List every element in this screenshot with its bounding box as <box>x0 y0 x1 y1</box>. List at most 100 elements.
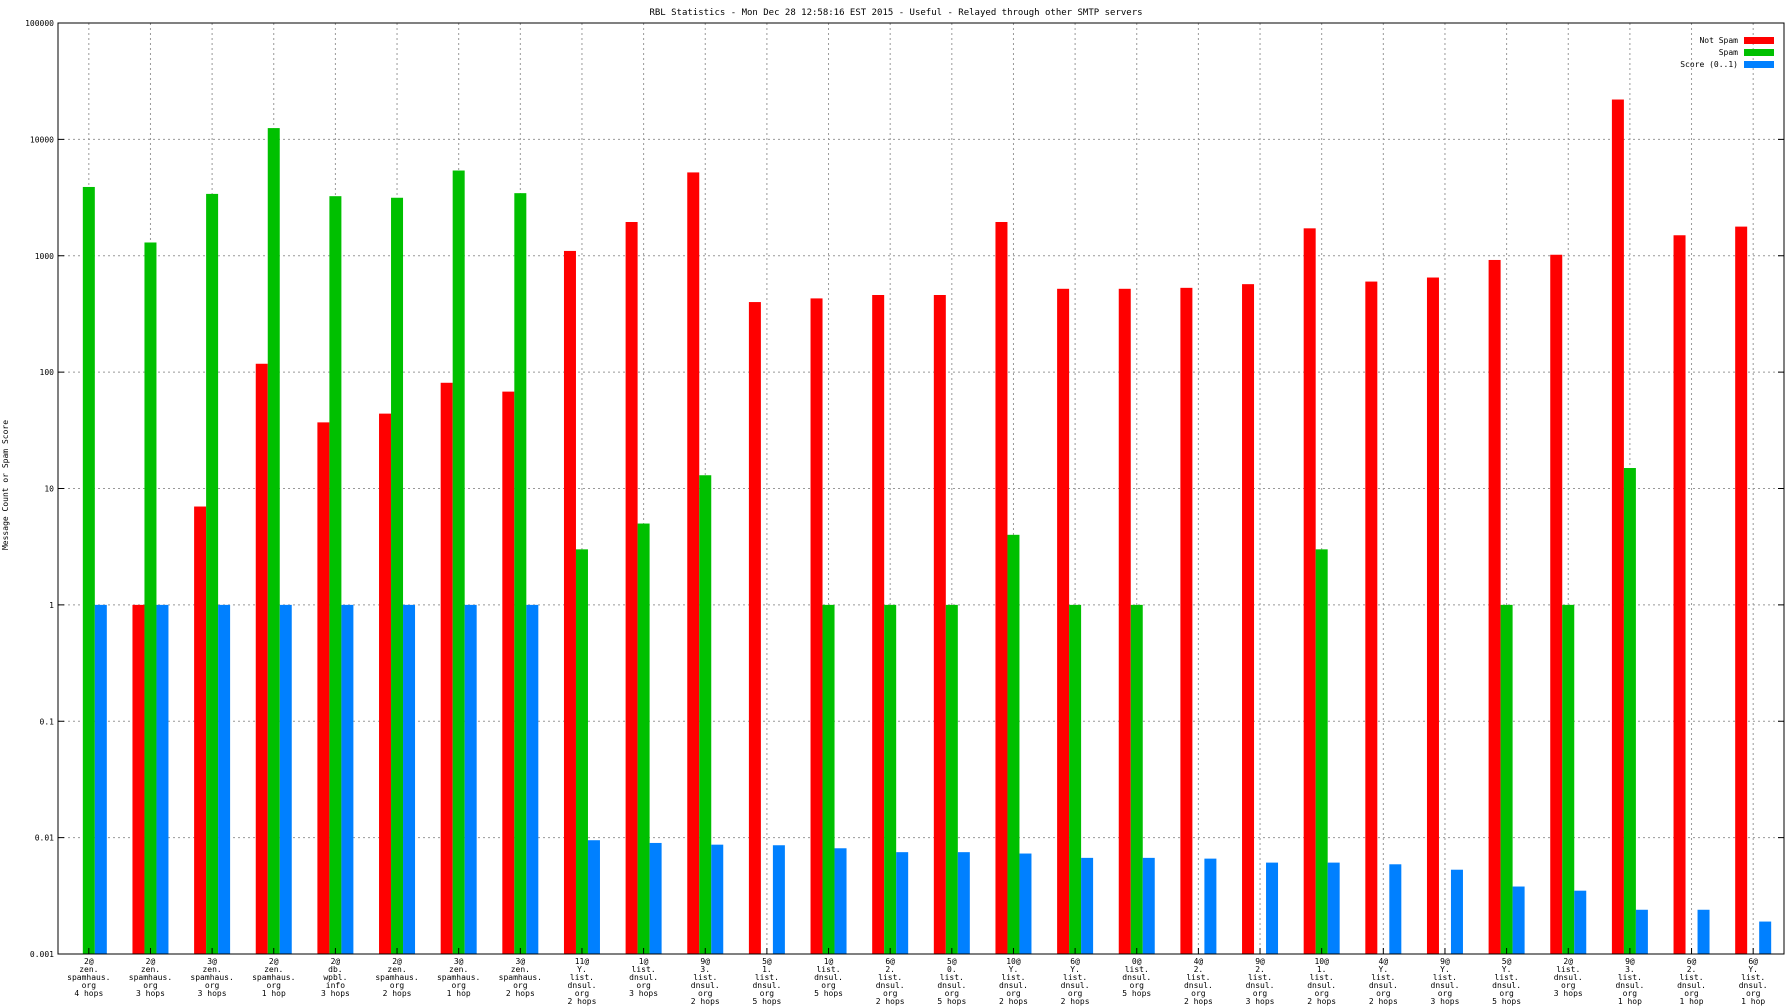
x-category-line: org <box>760 989 775 998</box>
x-axis-categories: 2@ zen. spamhaus. org 4 hops 2@ zen. spamhaus. o… <box>67 957 1767 1006</box>
x-category-label: 6@ Y. list. dnsul. org 2 hops <box>1061 957 1090 1006</box>
x-category-line: 11@ <box>575 957 590 966</box>
bar-spam <box>82 186 95 955</box>
x-category-line: org <box>883 989 898 998</box>
bar-score-0-1 <box>896 852 909 954</box>
x-category-label: 4@ Y. list. dnsul. org 2 hops <box>1369 957 1398 1006</box>
legend-swatch <box>1744 37 1774 44</box>
x-category-line: dnsul. <box>691 981 720 990</box>
x-category-line: 1 hop <box>1741 997 1765 1006</box>
x-category-line: list. <box>755 973 779 982</box>
x-category-line: org <box>267 981 282 990</box>
x-category-line: spamhaus. <box>129 973 172 982</box>
bar-spam <box>267 128 280 954</box>
x-category-label: 2@ zen. spamhaus. org 4 hops <box>67 957 110 998</box>
x-category-line: 2. <box>1255 965 1265 974</box>
x-category-line: org <box>205 981 220 990</box>
x-category-label: 3@ zen. spamhaus. org 2 hops <box>499 957 542 998</box>
x-category-label: 9@ 3. list. dnsul. org 1 hop <box>1615 957 1644 1006</box>
x-category-line: list. <box>1310 973 1334 982</box>
x-category-line: dnsul. <box>752 981 781 990</box>
grid-lines <box>58 22 1784 955</box>
x-category-line: 2. <box>885 965 895 974</box>
x-category-line: 1 hop <box>1618 997 1642 1006</box>
x-category-line: zen. <box>79 965 98 974</box>
x-category-label: 2@ db. wpbl. info 3 hops <box>321 957 350 998</box>
bar-score-0-1 <box>279 604 292 954</box>
bar-not-spam <box>563 250 576 954</box>
x-category-line: 4@ <box>1194 957 1204 966</box>
bar-score-0-1 <box>1697 909 1710 954</box>
bar-not-spam <box>1611 99 1624 954</box>
x-category-line: dnsul. <box>876 981 905 990</box>
x-category-line: list. <box>632 965 656 974</box>
bar-spam <box>452 170 465 954</box>
bar-score-0-1 <box>1450 869 1463 954</box>
bar-not-spam <box>255 363 268 954</box>
bar-not-spam <box>317 422 330 955</box>
x-category-label: 4@ 2. list. dnsul. org 2 hops <box>1184 957 1213 1006</box>
x-category-line: Y. <box>1009 965 1019 974</box>
x-category-line: zen. <box>511 965 530 974</box>
x-category-line: Y. <box>1070 965 1080 974</box>
bar-not-spam <box>1550 254 1563 955</box>
x-category-line: dnsul. <box>1615 981 1644 990</box>
bar-score-0-1 <box>341 604 354 954</box>
bar-spam <box>945 604 958 954</box>
x-category-line: Y. <box>1379 965 1389 974</box>
x-category-line: zen. <box>449 965 468 974</box>
y-axis-ticks: 0.001 0.01 0.1 1 10 100 1000 10000 100000 <box>25 19 1784 959</box>
x-category-line: info <box>326 981 345 990</box>
x-category-label: 9@ 2. list. dnsul. org 3 hops <box>1246 957 1275 1006</box>
x-category-label: 1@ list. dnsul. org 3 hops <box>629 957 658 998</box>
y-axis-label: Message Count or Spam Score <box>1 420 10 550</box>
x-category-label: 6@ 2. list. dnsul. org 2 hops <box>876 957 905 1006</box>
x-category-line: spamhaus. <box>190 973 233 982</box>
x-category-line: 2 hops <box>506 989 535 998</box>
x-category-line: dnsul. <box>1554 973 1583 982</box>
x-category-line: 6@ <box>1687 957 1697 966</box>
x-category-line: wpbl. <box>323 973 347 982</box>
x-category-line: list. <box>1495 973 1519 982</box>
bar-spam <box>575 549 588 954</box>
x-category-line: zen. <box>202 965 221 974</box>
x-category-line: org <box>575 989 590 998</box>
x-category-line: org <box>1499 989 1514 998</box>
bar-score-0-1 <box>1142 857 1155 954</box>
x-category-line: list. <box>1125 965 1149 974</box>
bar-spam <box>1130 604 1143 954</box>
x-category-line: zen. <box>264 965 283 974</box>
x-category-line: spamhaus. <box>437 973 480 982</box>
bar-not-spam <box>1673 235 1686 954</box>
x-category-line: 9@ <box>1625 957 1635 966</box>
x-category-line: 3@ <box>516 957 526 966</box>
bar-not-spam <box>1303 228 1316 954</box>
x-category-line: list. <box>1371 973 1395 982</box>
bar-score-0-1 <box>464 604 477 954</box>
x-category-line: spamhaus. <box>375 973 418 982</box>
x-category-line: org <box>143 981 158 990</box>
x-category-line: list. <box>1063 973 1087 982</box>
x-category-label: 2@ zen. spamhaus. org 1 hop <box>252 957 295 998</box>
x-category-line: 2 hops <box>1369 997 1398 1006</box>
y-tick-label: 10 <box>44 485 54 494</box>
x-category-label: 5@ 1. list. dnsul. org 5 hops <box>752 957 781 1006</box>
bar-not-spam <box>194 506 207 954</box>
bar-spam <box>391 197 404 955</box>
bar-spam <box>884 604 897 954</box>
x-category-label: 3@ zen. spamhaus. org 3 hops <box>190 957 233 998</box>
x-category-line: 4 hops <box>74 989 103 998</box>
bar-score-0-1 <box>1512 886 1525 954</box>
bar-score-0-1 <box>649 842 662 954</box>
x-category-line: 2 hops <box>999 997 1028 1006</box>
x-category-line: 6@ <box>1748 957 1758 966</box>
x-category-label: 6@ 2. list. dnsul. org 1 hop <box>1677 957 1706 1006</box>
x-category-line: list. <box>1433 973 1457 982</box>
bar-score-0-1 <box>1574 890 1587 954</box>
x-category-line: 0@ <box>1132 957 1142 966</box>
x-category-label: 1@ list. dnsul. org 5 hops <box>814 957 843 998</box>
bar-spam <box>699 475 712 954</box>
x-category-label: 10@ Y. list. dnsul. org 2 hops <box>999 957 1028 1006</box>
x-category-line: org <box>1561 981 1576 990</box>
